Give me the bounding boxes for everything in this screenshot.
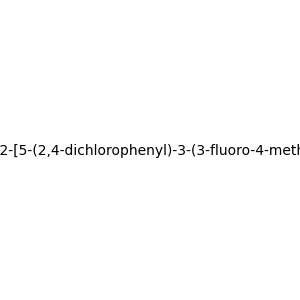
- Text: 4-{2-[5-(2,4-dichlorophenyl)-3-(3-fluoro-4-methoxy: 4-{2-[5-(2,4-dichlorophenyl)-3-(3-fluoro…: [0, 145, 300, 158]
